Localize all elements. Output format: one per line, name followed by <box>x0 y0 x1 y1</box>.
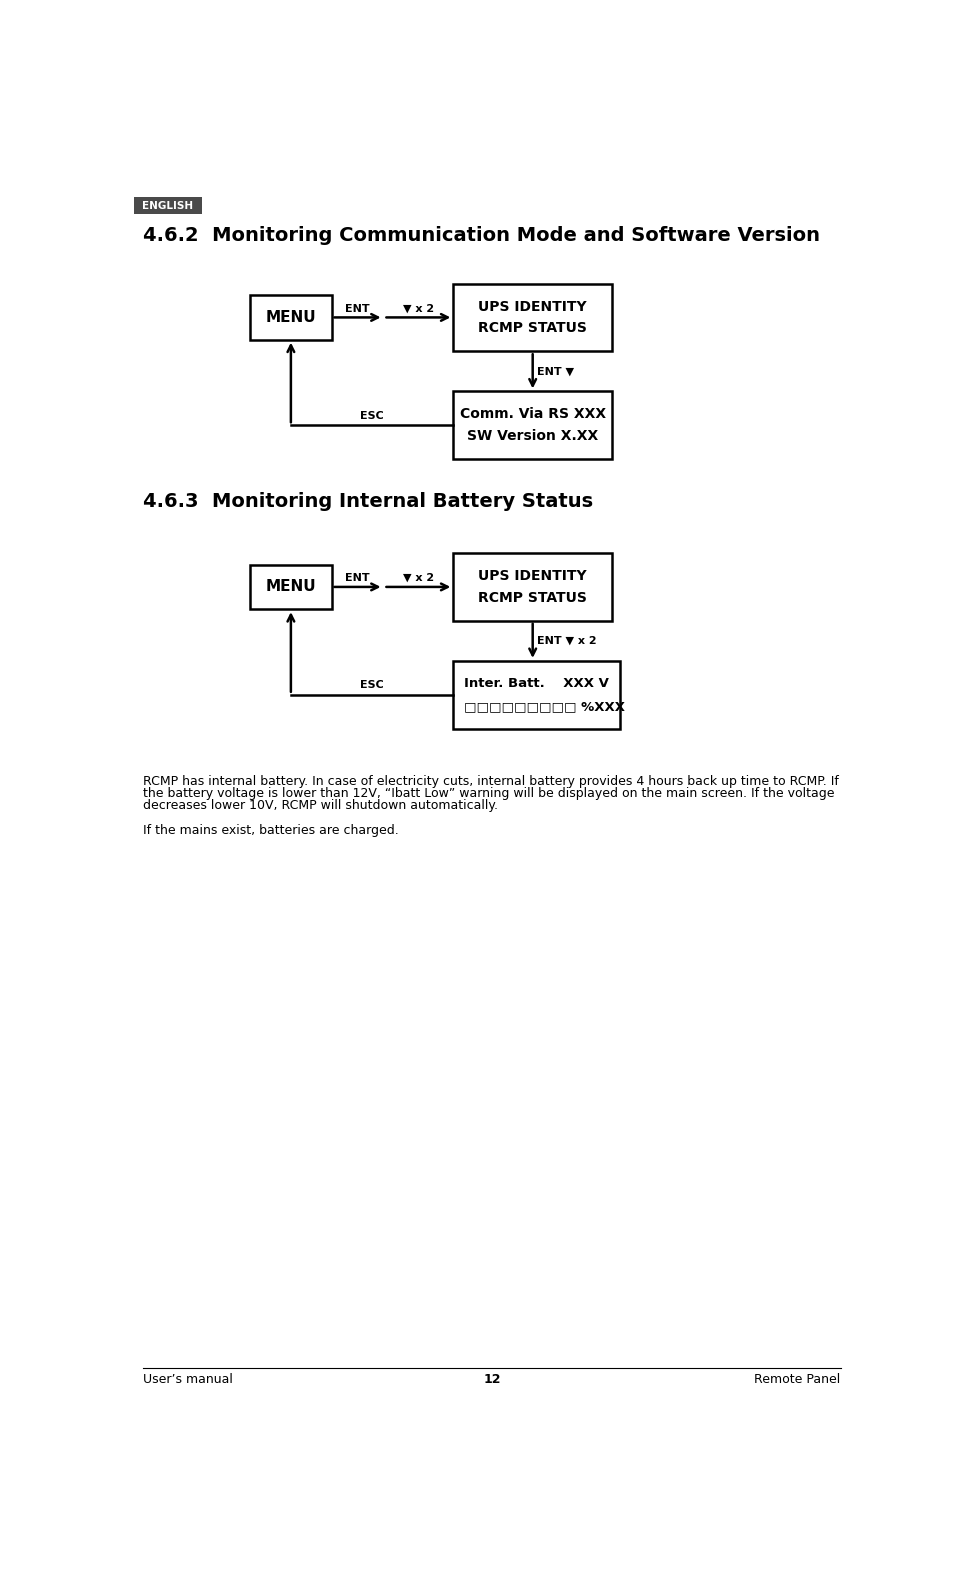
Text: SW Version X.XX: SW Version X.XX <box>468 430 598 442</box>
Text: 12: 12 <box>483 1373 501 1386</box>
Bar <box>134 198 203 215</box>
Text: RCMP STATUS: RCMP STATUS <box>478 321 588 335</box>
Text: □□□□□□□□□ %XXX: □□□□□□□□□ %XXX <box>464 700 625 713</box>
Bar <box>453 392 612 460</box>
Text: Remote Panel: Remote Panel <box>755 1373 841 1386</box>
Text: If the mains exist, batteries are charged.: If the mains exist, batteries are charge… <box>143 825 399 837</box>
Text: the battery voltage is lower than 12V, “Ibatt Low” warning will be displayed on : the battery voltage is lower than 12V, “… <box>143 787 835 799</box>
Text: ESC: ESC <box>360 679 384 690</box>
Text: User’s manual: User’s manual <box>143 1373 233 1386</box>
Bar <box>453 553 612 621</box>
Text: UPS IDENTITY: UPS IDENTITY <box>478 300 587 314</box>
Bar <box>251 564 331 610</box>
Text: RCMP STATUS: RCMP STATUS <box>478 591 588 605</box>
Text: MENU: MENU <box>266 310 316 325</box>
Text: UPS IDENTITY: UPS IDENTITY <box>478 569 587 583</box>
Text: decreases lower 10V, RCMP will shutdown automatically.: decreases lower 10V, RCMP will shutdown … <box>143 799 498 812</box>
Text: Comm. Via RS XXX: Comm. Via RS XXX <box>460 408 606 422</box>
Text: ENT: ENT <box>346 574 370 583</box>
Bar <box>453 283 612 351</box>
Text: RCMP has internal battery. In case of electricity cuts, internal battery provide: RCMP has internal battery. In case of el… <box>143 774 839 788</box>
Text: 4.6.3  Monitoring Internal Battery Status: 4.6.3 Monitoring Internal Battery Status <box>143 491 593 510</box>
Bar <box>251 295 331 340</box>
Text: MENU: MENU <box>266 580 316 594</box>
Text: ENT ▼: ENT ▼ <box>538 367 574 376</box>
Text: ENT: ENT <box>346 303 370 313</box>
Text: ENT ▼ x 2: ENT ▼ x 2 <box>538 635 597 646</box>
Text: ▼ x 2: ▼ x 2 <box>403 574 434 583</box>
Text: Inter. Batt.    XXX V: Inter. Batt. XXX V <box>464 676 609 689</box>
Text: 4.6.2  Monitoring Communication Mode and Software Version: 4.6.2 Monitoring Communication Mode and … <box>143 226 820 245</box>
Text: ENGLISH: ENGLISH <box>142 201 194 210</box>
Text: ▼ x 2: ▼ x 2 <box>403 303 434 313</box>
Bar <box>453 660 620 728</box>
Text: ESC: ESC <box>360 411 384 420</box>
